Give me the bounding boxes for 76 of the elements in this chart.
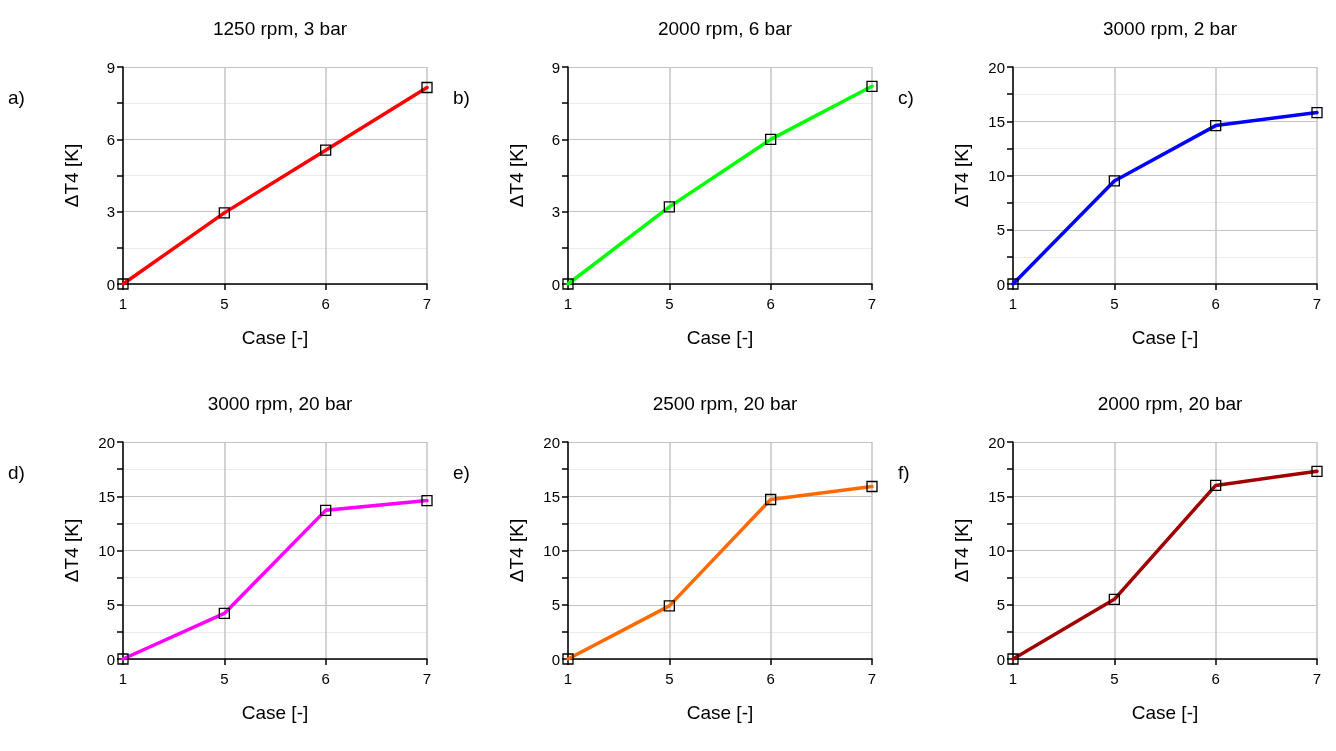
y-tick-label: 5: [996, 221, 1005, 239]
y-tick-label: 5: [551, 596, 560, 614]
x-tick-label: 7: [1312, 670, 1322, 687]
y-tick-label: 15: [543, 487, 560, 505]
x-tick-label: 5: [220, 295, 229, 312]
x-tick-label: 1: [563, 670, 573, 687]
y-tick-label: 0: [551, 275, 560, 293]
chart-title: 1250 rpm, 3 bar: [212, 18, 348, 39]
chart-title: 2500 rpm, 20 bar: [652, 393, 799, 414]
y-axis-title: ΔT4 [K]: [951, 143, 972, 208]
x-tick-label: 7: [422, 295, 432, 312]
text: d): [8, 462, 25, 483]
y-tick-label: 5: [106, 596, 115, 614]
y-tick-label: 0: [551, 650, 560, 668]
y-tick-label: 20: [988, 433, 1005, 451]
x-axis-title: Case [-]: [686, 327, 754, 348]
text: e): [453, 462, 470, 483]
x-tick-label: 5: [1110, 670, 1119, 687]
y-tick-label: 20: [543, 433, 560, 451]
chart-title: 3000 rpm, 2 bar: [1102, 18, 1238, 39]
x-tick-label: 6: [1211, 295, 1220, 312]
y-tick-label: 15: [98, 487, 115, 505]
y-tick-label: 6: [551, 130, 560, 148]
x-axis-title: Case [-]: [1131, 327, 1199, 348]
y-tick-label: 0: [996, 650, 1005, 668]
y-axis-title: ΔT4 [K]: [61, 518, 82, 583]
y-tick-label: 15: [988, 487, 1005, 505]
x-tick-label: 1: [1008, 295, 1018, 312]
chart-title: 2000 rpm, 6 bar: [657, 18, 793, 39]
x-tick-label: 5: [665, 295, 674, 312]
x-tick-label: 7: [422, 670, 432, 687]
x-tick-label: 7: [867, 295, 877, 312]
x-tick-label: 1: [563, 295, 573, 312]
y-tick-label: 0: [106, 650, 115, 668]
y-tick-label: 9: [551, 58, 560, 76]
text: a): [8, 87, 25, 108]
x-tick-label: 1: [118, 670, 128, 687]
x-tick-label: 5: [1110, 295, 1119, 312]
y-axis-title: ΔT4 [K]: [61, 143, 82, 208]
x-tick-label: 6: [766, 670, 775, 687]
x-axis-title: Case [-]: [241, 327, 309, 348]
chart-title: 2000 rpm, 20 bar: [1097, 393, 1244, 414]
text: f): [898, 462, 910, 483]
text: b): [453, 87, 470, 108]
y-tick-label: 3: [106, 203, 115, 221]
y-tick-label: 10: [988, 167, 1005, 184]
x-axis-title: Case [-]: [686, 702, 754, 723]
y-tick-label: 10: [98, 542, 115, 559]
x-tick-label: 7: [867, 670, 877, 687]
x-tick-label: 6: [321, 670, 330, 687]
x-tick-label: 5: [665, 670, 674, 687]
y-axis-title: ΔT4 [K]: [506, 518, 527, 583]
y-tick-label: 20: [988, 58, 1005, 76]
x-tick-label: 7: [1312, 295, 1322, 312]
x-tick-label: 6: [321, 295, 330, 312]
x-tick-label: 1: [118, 295, 128, 312]
y-axis-title: ΔT4 [K]: [951, 518, 972, 583]
y-axis-title: ΔT4 [K]: [506, 143, 527, 208]
text: c): [898, 87, 914, 108]
y-tick-label: 10: [988, 542, 1005, 559]
y-tick-label: 5: [996, 596, 1005, 614]
x-tick-label: 1: [1008, 670, 1018, 687]
y-tick-label: 0: [996, 275, 1005, 293]
x-tick-label: 6: [766, 295, 775, 312]
y-tick-label: 3: [551, 203, 560, 221]
x-tick-label: 5: [220, 670, 229, 687]
y-tick-label: 20: [98, 433, 115, 451]
y-tick-label: 9: [106, 58, 115, 76]
y-tick-label: 6: [106, 130, 115, 148]
y-tick-label: 0: [106, 275, 115, 293]
y-tick-label: 15: [988, 112, 1005, 130]
y-tick-label: 10: [543, 542, 560, 559]
chart-title: 3000 rpm, 20 bar: [207, 393, 354, 414]
x-axis-title: Case [-]: [1131, 702, 1199, 723]
x-axis-title: Case [-]: [241, 702, 309, 723]
x-tick-label: 6: [1211, 670, 1220, 687]
